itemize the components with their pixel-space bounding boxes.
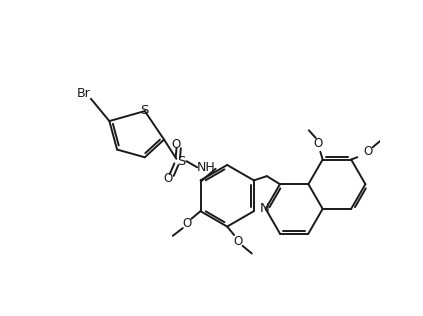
Text: S: S: [140, 104, 149, 117]
Text: NH: NH: [197, 161, 216, 174]
Text: O: O: [182, 217, 191, 230]
Text: S: S: [177, 155, 185, 167]
Text: O: O: [171, 138, 180, 151]
Text: N: N: [260, 202, 270, 216]
Text: O: O: [313, 137, 323, 150]
Text: Br: Br: [76, 87, 90, 100]
Text: O: O: [163, 172, 173, 185]
Text: O: O: [363, 144, 373, 158]
Text: O: O: [233, 235, 242, 248]
